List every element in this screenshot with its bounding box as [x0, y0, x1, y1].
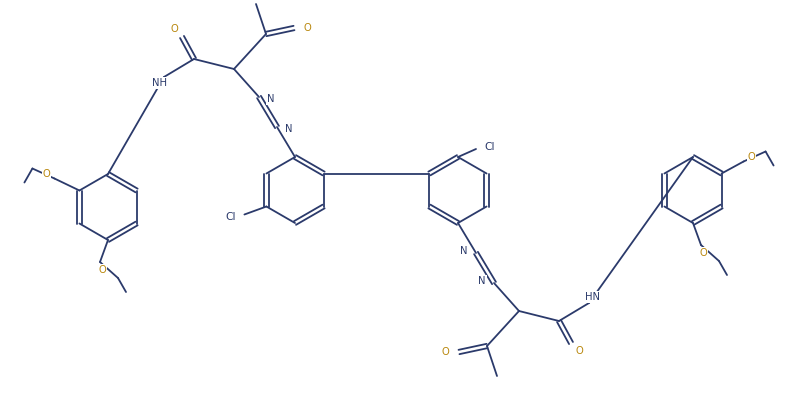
Text: O: O [747, 152, 755, 162]
Text: O: O [574, 346, 582, 356]
Text: O: O [170, 24, 178, 34]
Text: N: N [285, 124, 292, 134]
Text: O: O [441, 347, 448, 357]
Text: Cl: Cl [225, 211, 235, 222]
Text: O: O [304, 23, 311, 33]
Text: Cl: Cl [484, 142, 495, 152]
Text: N: N [478, 276, 485, 286]
Text: NH: NH [152, 78, 168, 88]
Text: HN: HN [585, 292, 600, 302]
Text: O: O [699, 248, 706, 258]
Text: O: O [98, 265, 106, 275]
Text: O: O [43, 169, 51, 179]
Text: N: N [460, 246, 468, 256]
Text: N: N [267, 94, 274, 104]
